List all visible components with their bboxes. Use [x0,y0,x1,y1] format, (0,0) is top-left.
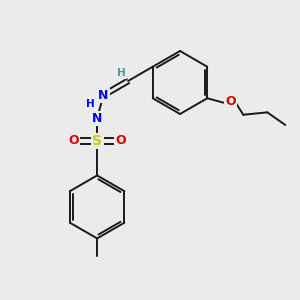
Text: O: O [68,134,79,147]
Text: O: O [115,134,126,147]
Text: N: N [92,112,102,125]
Text: O: O [225,95,236,108]
Text: S: S [92,134,102,148]
Text: H: H [86,99,95,110]
Text: H: H [117,68,126,78]
Text: N: N [98,89,109,102]
